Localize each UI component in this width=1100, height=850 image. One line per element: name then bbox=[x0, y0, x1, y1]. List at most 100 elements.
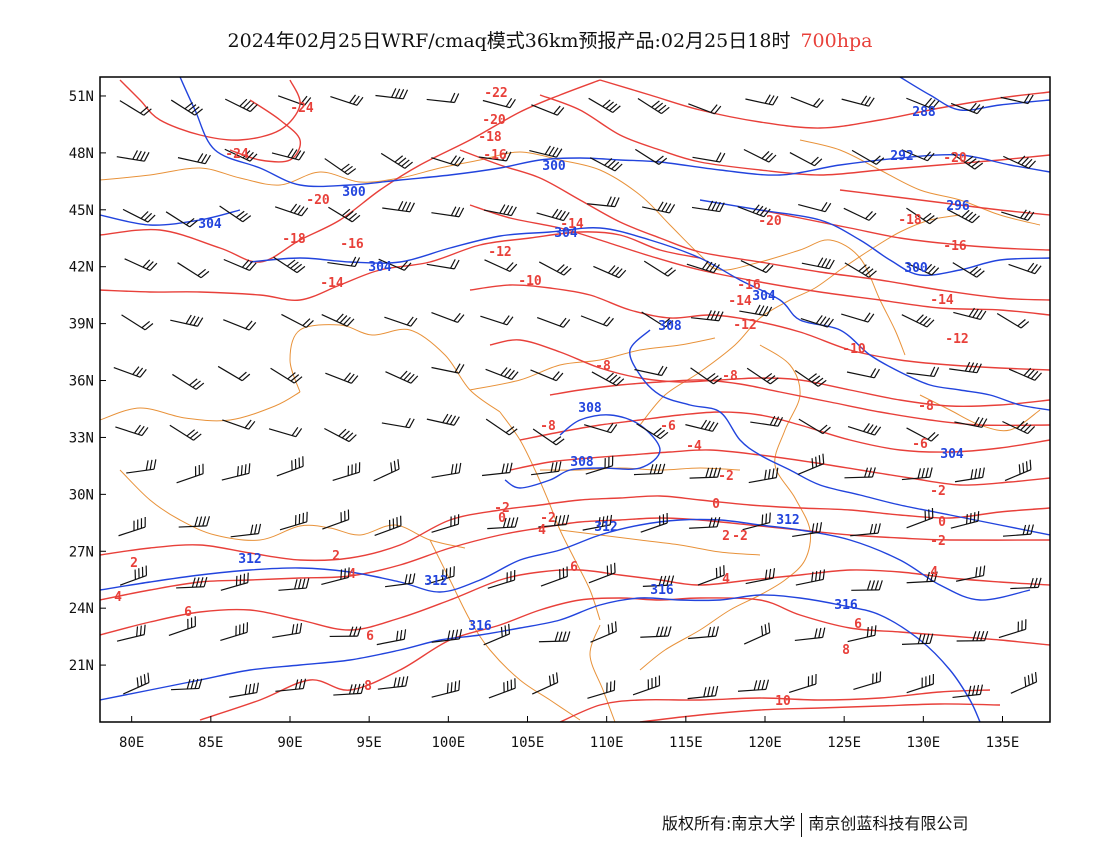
wind-barb-feather bbox=[658, 575, 663, 586]
height-label: 312 bbox=[238, 552, 261, 567]
wind-barb-feather bbox=[501, 463, 505, 474]
wind-barb-feather bbox=[612, 105, 621, 113]
wind-barb-feather bbox=[817, 379, 827, 387]
wind-barb-feather bbox=[458, 462, 462, 473]
wind-barb-feather bbox=[917, 633, 922, 644]
wind-barb-feather bbox=[449, 415, 457, 425]
wind-barb-staff bbox=[697, 574, 725, 586]
wind-barb-feather bbox=[339, 315, 348, 324]
wind-barb-staff bbox=[122, 208, 149, 223]
wind-barb-feather bbox=[248, 321, 257, 331]
wind-barb-feather bbox=[979, 684, 984, 695]
temperature-label: 6 bbox=[184, 605, 192, 620]
wind-barb-feather bbox=[302, 318, 311, 327]
wind-barb-feather bbox=[147, 672, 150, 683]
wind-barb-staff bbox=[795, 578, 824, 586]
wind-barb-feather bbox=[756, 205, 764, 215]
wind-barb-staff bbox=[743, 148, 770, 163]
map-frame bbox=[99, 76, 1051, 723]
wind-barb-feather bbox=[710, 310, 716, 321]
temperature-label: -18 bbox=[898, 213, 922, 228]
wind-barb-staff bbox=[332, 471, 360, 482]
wind-barb-feather bbox=[184, 102, 194, 110]
wind-barb-feather bbox=[394, 88, 401, 99]
wind-barb-staff bbox=[376, 638, 405, 646]
wind-barb-feather bbox=[768, 568, 772, 579]
temperature-contour-line bbox=[100, 569, 1050, 636]
wind-barb-feather bbox=[1017, 319, 1026, 327]
wind-barb-staff bbox=[378, 258, 405, 271]
wind-barb-staff bbox=[478, 156, 507, 162]
wind-barb-feather bbox=[553, 105, 561, 115]
wind-barb-feather bbox=[661, 366, 668, 376]
wind-barb-staff bbox=[276, 465, 304, 477]
wind-barb-feather bbox=[921, 633, 926, 644]
wind-barb-feather bbox=[249, 153, 258, 162]
wind-barb-feather bbox=[397, 200, 404, 211]
wind-barb-feather bbox=[964, 361, 971, 372]
wind-barb-feather bbox=[395, 630, 399, 641]
wind-barb-staff bbox=[587, 689, 615, 699]
temperature-label: 2 bbox=[130, 556, 138, 571]
wind-barb-staff bbox=[906, 580, 935, 584]
wind-barb-feather bbox=[667, 626, 672, 637]
wind-barb-feather bbox=[346, 318, 355, 327]
temperature-label: -2 bbox=[732, 529, 748, 544]
wind-barb-staff bbox=[843, 207, 870, 221]
wind-barb-staff bbox=[637, 97, 662, 115]
wind-barb-feather bbox=[929, 467, 933, 478]
wind-barb-feather bbox=[713, 467, 718, 478]
wind-barb-feather bbox=[347, 168, 357, 176]
lon-tick-label: 120E bbox=[748, 735, 782, 751]
wind-barb-feather bbox=[557, 515, 562, 526]
temperature-label: -12 bbox=[733, 318, 756, 333]
wind-barb-feather bbox=[336, 313, 344, 322]
wind-barb-feather bbox=[967, 158, 977, 166]
wind-barb-staff bbox=[1010, 586, 1039, 590]
copyright-divider bbox=[801, 812, 803, 837]
wind-barb-feather bbox=[454, 681, 457, 692]
wind-barb-feather bbox=[713, 377, 722, 385]
wind-barb-staff bbox=[538, 523, 567, 528]
wind-barb-feather bbox=[769, 415, 776, 426]
wind-barb-feather bbox=[971, 685, 976, 696]
height-label: 312 bbox=[776, 513, 799, 528]
wind-barb-feather bbox=[874, 625, 877, 636]
height-label: 288 bbox=[912, 105, 936, 120]
wind-barb-feather bbox=[290, 261, 299, 269]
wind-barb-feather bbox=[397, 157, 407, 165]
wind-barb-feather bbox=[965, 514, 968, 525]
wind-barb-feather bbox=[398, 89, 405, 99]
wind-barb-staff bbox=[794, 636, 823, 642]
wind-barb-feather bbox=[706, 310, 712, 320]
wind-barb-feather bbox=[814, 570, 818, 582]
wind-barb-feather bbox=[141, 427, 149, 436]
lon-tick-label: 85E bbox=[198, 735, 223, 751]
wind-barb-staff bbox=[588, 97, 614, 113]
wind-barb-feather bbox=[713, 264, 720, 273]
wind-barb-staff bbox=[176, 473, 204, 484]
wind-barb-feather bbox=[610, 424, 618, 434]
wind-barb-feather bbox=[701, 260, 709, 270]
wind-barb-staff bbox=[685, 424, 713, 432]
wind-barb-feather bbox=[768, 95, 775, 105]
wind-barb-feather bbox=[1029, 577, 1034, 588]
wind-barb-feather bbox=[703, 687, 707, 698]
wind-barb-staff bbox=[268, 428, 297, 438]
wind-barb-staff bbox=[275, 687, 304, 692]
temperature-label: -16 bbox=[943, 239, 967, 254]
temperature-label: -2 bbox=[930, 484, 946, 499]
wind-barb-staff bbox=[853, 680, 881, 691]
temperature-label: -8 bbox=[918, 399, 934, 414]
wind-barb-feather bbox=[768, 469, 771, 480]
wind-barb-feather bbox=[504, 625, 507, 636]
boundary-line bbox=[639, 344, 812, 671]
wind-barb-feather bbox=[665, 203, 672, 213]
height-label: 296 bbox=[946, 199, 970, 214]
wind-barb-feather bbox=[662, 575, 667, 586]
wind-barb-feather bbox=[602, 316, 611, 325]
wind-barb-feather bbox=[982, 565, 986, 576]
wind-barb-staff bbox=[847, 634, 876, 643]
wind-barb-feather bbox=[144, 323, 154, 331]
wind-barb-staff bbox=[690, 367, 714, 385]
